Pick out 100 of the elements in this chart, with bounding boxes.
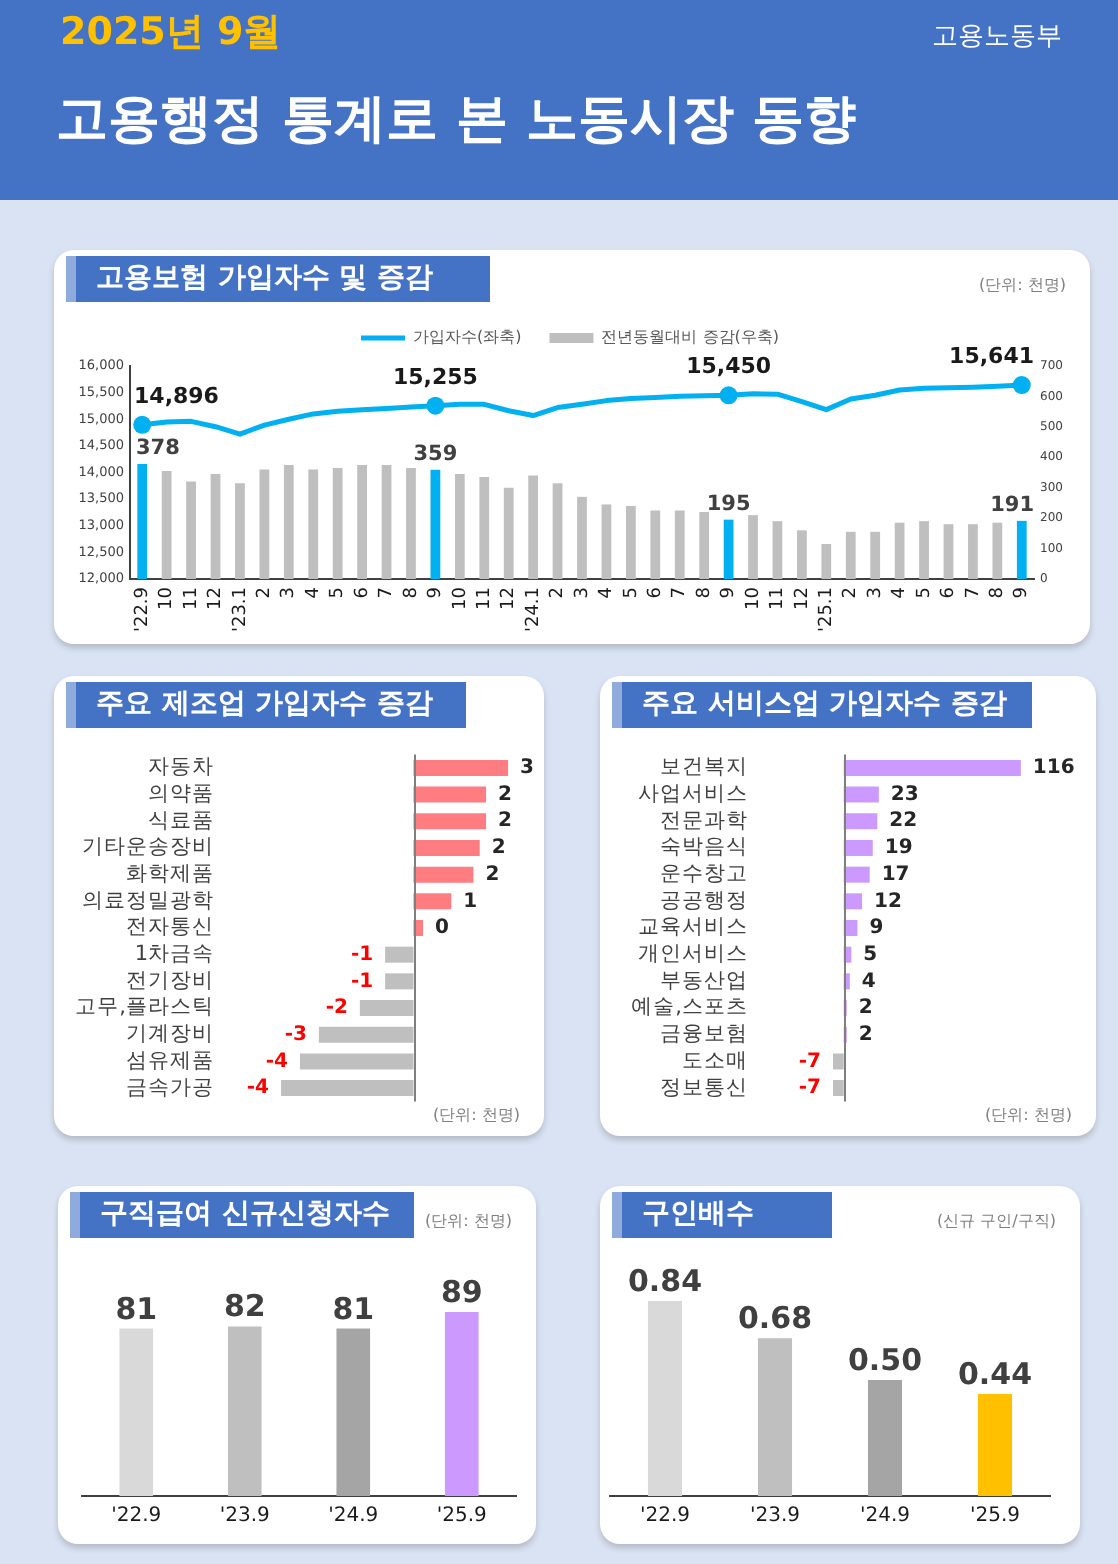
chart-title: 구직급여 신규신청자수 [70,1192,414,1238]
chart-title: 주요 서비스업 가입자수 증감 [612,682,1032,728]
data-label: 22 [889,810,918,833]
x-tick-label: '25.9 [969,1505,1021,1528]
x-tick-label: '24.9 [859,1505,911,1528]
data-label: 15,641 [949,343,1035,370]
data-label: 15,450 [686,353,772,380]
text: 2025년 9월 [60,8,282,58]
x-tick-label: 8 [694,586,715,599]
x-tick-label: 11 [768,586,789,610]
x-tick-label: 7 [963,586,984,599]
text: (단위: 천명) [425,1210,512,1232]
x-tick-label: 6 [352,586,373,599]
x-tick-label: 6 [939,586,960,599]
x-tick-label: 2 [255,586,276,599]
y-tick-label: 식료품 [148,808,214,833]
data-label: 2 [498,810,513,833]
data-label: 0.84 [627,1263,703,1300]
x-tick-label: '23.9 [749,1505,801,1528]
data-label: -2 [325,997,348,1020]
text: 고용노동부 [932,20,1062,54]
y-tick-label: 전문과학 [660,808,748,833]
y-tick-label: 고무,플라스틱 [75,995,214,1020]
y-tick-label: 자동차 [148,755,214,780]
data-label: 5 [863,943,878,966]
x-tick-label: 8 [988,586,1009,599]
x-tick-label: '22.9 [132,586,153,632]
x-tick-label: '25.9 [436,1505,487,1528]
x-tick-label: '23.1 [230,586,251,632]
chart-title: 구인배수 [612,1192,832,1238]
data-label: 1 [463,890,478,913]
data-label: 2 [485,863,500,886]
data-label: 116 [1032,757,1075,780]
data-label: 0.68 [737,1300,813,1337]
x-tick-label: 3 [572,586,593,599]
data-label: 0 [434,917,449,940]
legend-label: 전년동월대비 증감(우축) [601,328,780,347]
data-label: -3 [284,1023,307,1046]
chart-title: 고용보험 가입자수 및 증감 [66,256,490,302]
x-tick-label: 10 [450,586,471,610]
y-tick-label: 금융보험 [660,1022,748,1047]
data-label: -1 [350,970,374,993]
data-label: -7 [798,1077,822,1100]
x-tick-label: '25.1 [817,586,838,632]
data-label: 81 [332,1290,375,1327]
data-label: 19 [884,837,913,860]
y-tick-label: 의약품 [148,782,214,807]
y-tick-label: 전기장비 [126,968,214,993]
legend-label: 가입자수(좌축) [412,328,522,347]
x-tick-label: 4 [597,586,618,599]
text: (단위: 천명) [433,1104,520,1126]
data-label: 359 [413,441,458,466]
data-label: 191 [990,492,1034,517]
x-tick-label: 5 [914,586,935,599]
y-tick-label: 화학제품 [126,862,214,887]
x-tick-label: 11 [474,586,495,610]
x-tick-label: '24.9 [328,1505,379,1528]
x-tick-label: 9 [426,586,447,599]
data-label: 3 [520,757,535,780]
x-tick-label: '22.9 [111,1505,162,1528]
data-label: -4 [265,1050,289,1073]
data-label: 378 [136,435,180,460]
y-tick-label: 교육서비스 [638,915,748,940]
chart-title: 주요 제조업 가입자수 증감 [66,682,466,728]
x-tick-label: 9 [719,586,740,599]
x-tick-label: 6 [645,586,666,599]
x-tick-label: 12 [792,586,813,610]
data-label: 14,896 [133,382,220,409]
data-label: 12 [874,890,902,913]
y-tick-label: 의료정밀광학 [82,888,214,913]
y-tick-label: 보건복지 [660,755,748,780]
data-label: 82 [223,1288,266,1325]
x-tick-label: 2 [548,586,569,599]
text: 고용행정 통계로 본 노동시장 동향 [56,88,857,154]
data-label: -1 [350,943,374,966]
text: (단위: 천명) [979,274,1066,296]
x-tick-label: 12 [499,586,520,610]
y-tick-label: 전자통신 [126,915,214,940]
y-tick-label: 1차금속 [134,942,214,967]
data-label: 0.44 [957,1355,1033,1392]
y-tick-label: 예술,스포츠 [631,995,748,1020]
y-tick-label: 정보통신 [660,1075,748,1100]
data-label: 2 [858,997,873,1020]
data-label: 15,255 [392,363,478,390]
x-tick-label: 4 [890,586,911,599]
data-label: 9 [869,917,884,940]
y-tick-label: 숙박음식 [660,835,748,860]
x-tick-label: 2 [841,586,862,599]
x-tick-label: 4 [303,586,324,599]
x-tick-label: 5 [328,586,349,599]
x-tick-label: '24.1 [523,586,544,632]
data-label: 2 [858,1023,873,1046]
data-label: 23 [890,783,919,806]
y-tick-label: 운수창고 [660,862,748,887]
text: (단위: 천명) [985,1104,1072,1126]
text: (신규 구인/구직) [937,1210,1056,1232]
y-tick-label: 금속가공 [126,1075,214,1100]
data-label: 2 [498,783,513,806]
data-label: 4 [861,970,876,993]
y-tick-label: 기타운송장비 [82,835,214,860]
